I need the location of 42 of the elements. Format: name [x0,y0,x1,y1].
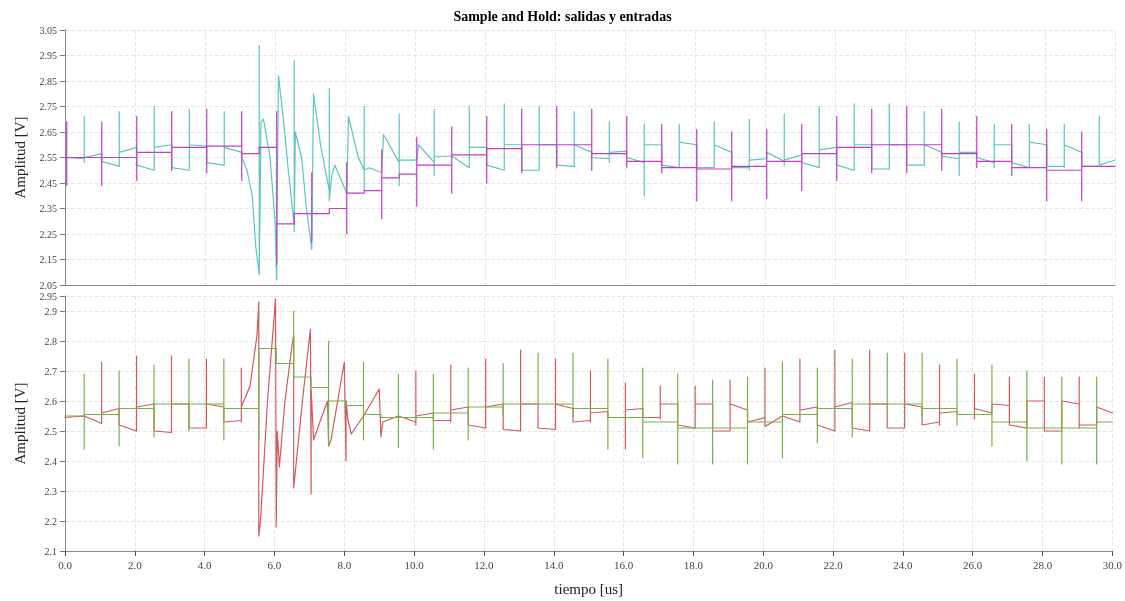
y-tick-label: 2.6 [44,395,57,407]
x-tick-label: 24.0 [893,558,914,571]
x-tick-label: 0.0 [58,558,73,571]
x-tick-label: 14.0 [544,558,564,571]
y-tick-label: 2.75 [39,101,57,112]
y-tick-label: 2.9 [44,305,57,317]
x-tick-label: 4.0 [197,558,213,571]
x-tick-label: 12.0 [474,558,495,571]
x-tick-label: 16.0 [613,558,634,571]
y-tick-label: 2.85 [39,75,57,87]
y-tick-label: 2.7 [44,365,57,377]
y-tick-label: 2.8 [44,335,57,347]
y-tick-label: 2.95 [39,50,57,61]
y-tick-label: 2.15 [39,254,57,265]
y-axis-title: Amplitud [V] [11,382,28,465]
chart-title: Sample and Hold: salidas y entradas [453,8,673,24]
y-tick-label: 2.55 [39,152,57,163]
x-tick-label: 6.0 [267,558,282,571]
line-series [64,105,1116,266]
y-tick-label: 2.4 [44,455,57,467]
x-tick-label: 28.0 [1032,558,1053,571]
x-tick-label: 22.0 [823,558,844,571]
y-tick-label: 2.3 [44,485,57,497]
y-tick-label: 2.95 [39,290,57,302]
x-tick-label: 30.0 [1102,558,1123,571]
y-tick-label: 2.05 [39,279,57,291]
x-tick-label: 8.0 [337,558,352,571]
y-tick-label: 2.35 [39,203,57,214]
x-tick-label: 26.0 [963,558,983,571]
x-tick-label: 2.0 [127,558,143,571]
y-tick-label: 2.2 [44,515,57,527]
y-tick-label: 2.65 [39,126,57,138]
y-tick-label: 3.05 [39,24,57,36]
x-tick-label: 18.0 [683,558,704,571]
y-axis-title: Amplitud [V] [11,116,28,199]
x-tick-label: 20.0 [753,558,774,571]
y-tick-label: 2.5 [44,425,57,437]
y-tick-label: 2.45 [39,177,57,189]
y-tick-label: 2.1 [44,545,57,557]
x-tick-label: 10.0 [404,558,425,571]
y-tick-label: 2.25 [39,228,57,240]
x-axis-title: tiempo [us] [554,580,624,597]
